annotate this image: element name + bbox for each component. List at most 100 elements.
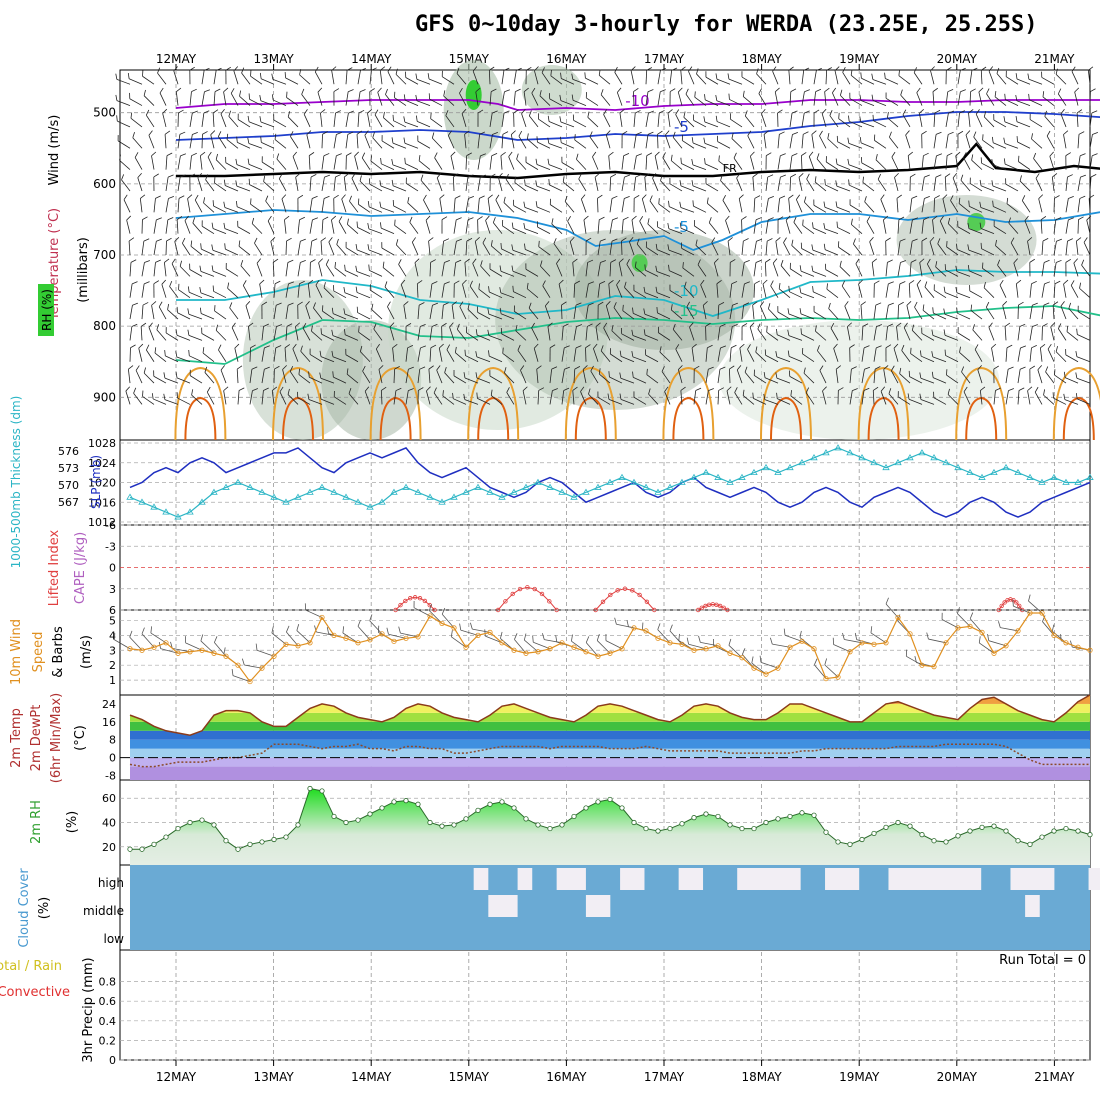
barb-flag: [489, 66, 495, 71]
barb-flag: [245, 301, 251, 306]
barb-shaft: [583, 219, 587, 234]
barb-shaft: [1016, 100, 1031, 106]
barb-shaft: [142, 75, 155, 85]
barb-shaft: [278, 178, 287, 192]
barb-flag: [648, 388, 651, 395]
barb-shaft: [176, 356, 191, 363]
barb-shaft: [969, 183, 983, 192]
barb-shaft: [248, 164, 263, 170]
barb-flag: [770, 280, 774, 286]
wind-barb: [694, 91, 707, 106]
barb-shaft: [233, 70, 239, 85]
li-marker: [714, 602, 719, 607]
barb-flag: [323, 282, 326, 288]
barb-shaft: [646, 246, 659, 256]
barb-shaft: [332, 335, 347, 341]
isotherm-label: FR: [723, 162, 737, 175]
barb-flag: [732, 302, 738, 306]
barb-shaft: [957, 70, 961, 85]
barb-shaft: [381, 140, 395, 149]
wind-barb: [229, 302, 239, 320]
barb-flag: [167, 217, 174, 221]
wind-barb: [199, 307, 215, 320]
barb-flag: [199, 265, 202, 272]
barb-flag: [705, 71, 707, 78]
barb-flag: [587, 259, 594, 263]
barb-flag: [541, 67, 545, 73]
barb-flag: [472, 258, 477, 264]
barb-shaft: [900, 94, 911, 106]
barb-shaft: [457, 329, 467, 341]
wind-barb: [713, 258, 719, 277]
barb-shaft: [189, 91, 192, 106]
barb-shaft: [1089, 155, 1093, 170]
barb-flag: [838, 112, 840, 119]
barb-shaft: [911, 330, 923, 341]
barb-flag: [889, 131, 892, 138]
barb-flag: [747, 130, 752, 136]
wind-barb: [325, 259, 335, 277]
barb-shaft: [465, 355, 479, 363]
wind-barb: [143, 367, 155, 384]
barb-flag: [804, 89, 810, 93]
barb-flag: [234, 343, 240, 349]
barb-shaft: [716, 121, 731, 128]
barb-flag: [325, 259, 330, 265]
wind-barb: [1018, 155, 1031, 170]
wind-barb: [1042, 91, 1055, 106]
barb-flag: [1054, 195, 1060, 199]
barb-shaft: [334, 267, 347, 277]
barb-flag: [441, 322, 447, 327]
barb-flag: [528, 110, 532, 117]
barb-flag: [981, 66, 987, 71]
barb-shaft: [477, 398, 491, 405]
wind-barb: [849, 366, 857, 384]
barb-shaft: [173, 70, 179, 85]
wind-barb: [474, 237, 480, 256]
barb-shaft: [357, 227, 371, 235]
barb-shaft: [305, 305, 311, 320]
barb-flag: [386, 627, 389, 635]
barb-flag: [883, 365, 889, 370]
barb-shaft: [223, 91, 227, 106]
wind-barb: [593, 343, 599, 362]
barb-shaft: [236, 369, 239, 384]
barb-flag: [575, 302, 582, 306]
wind-barb: [930, 66, 935, 85]
wind-barb: [121, 174, 131, 192]
wind-barb: [164, 130, 171, 149]
wind-barb: [654, 151, 660, 170]
barb-shaft: [551, 223, 563, 234]
wind-barb: [1029, 113, 1043, 128]
wind-barb: [562, 176, 575, 192]
wind-barb: [126, 215, 132, 234]
wind-barb: [817, 345, 827, 362]
barb-shaft: [1006, 203, 1019, 213]
wind-barb: [524, 179, 539, 192]
barb-shaft: [609, 376, 623, 384]
barb-flag: [947, 88, 954, 93]
barb-flag: [576, 153, 579, 160]
barb-flag: [750, 151, 755, 157]
li-marker: [717, 603, 723, 609]
barb-flag: [642, 622, 644, 630]
barb-flag: [610, 259, 617, 263]
wind-barb: [235, 180, 251, 192]
wind-barb: [633, 131, 642, 149]
wind-barb: [459, 88, 467, 106]
barb-flag: [775, 237, 781, 242]
barb-shaft: [946, 246, 959, 256]
barb-shaft: [125, 390, 131, 405]
barb-flag: [756, 68, 759, 75]
thickness-marker: [786, 463, 794, 471]
barb-flag: [780, 153, 786, 157]
wind-barb: [921, 237, 928, 256]
wind-barb: [897, 216, 905, 234]
barb-flag: [287, 388, 290, 395]
wind-speed-marker: [775, 665, 781, 671]
rh-marker: [643, 825, 649, 832]
barb-flag: [960, 67, 966, 71]
barb-flag: [549, 198, 551, 205]
barb-flag: [924, 174, 930, 178]
thickness-marker: [762, 463, 770, 471]
